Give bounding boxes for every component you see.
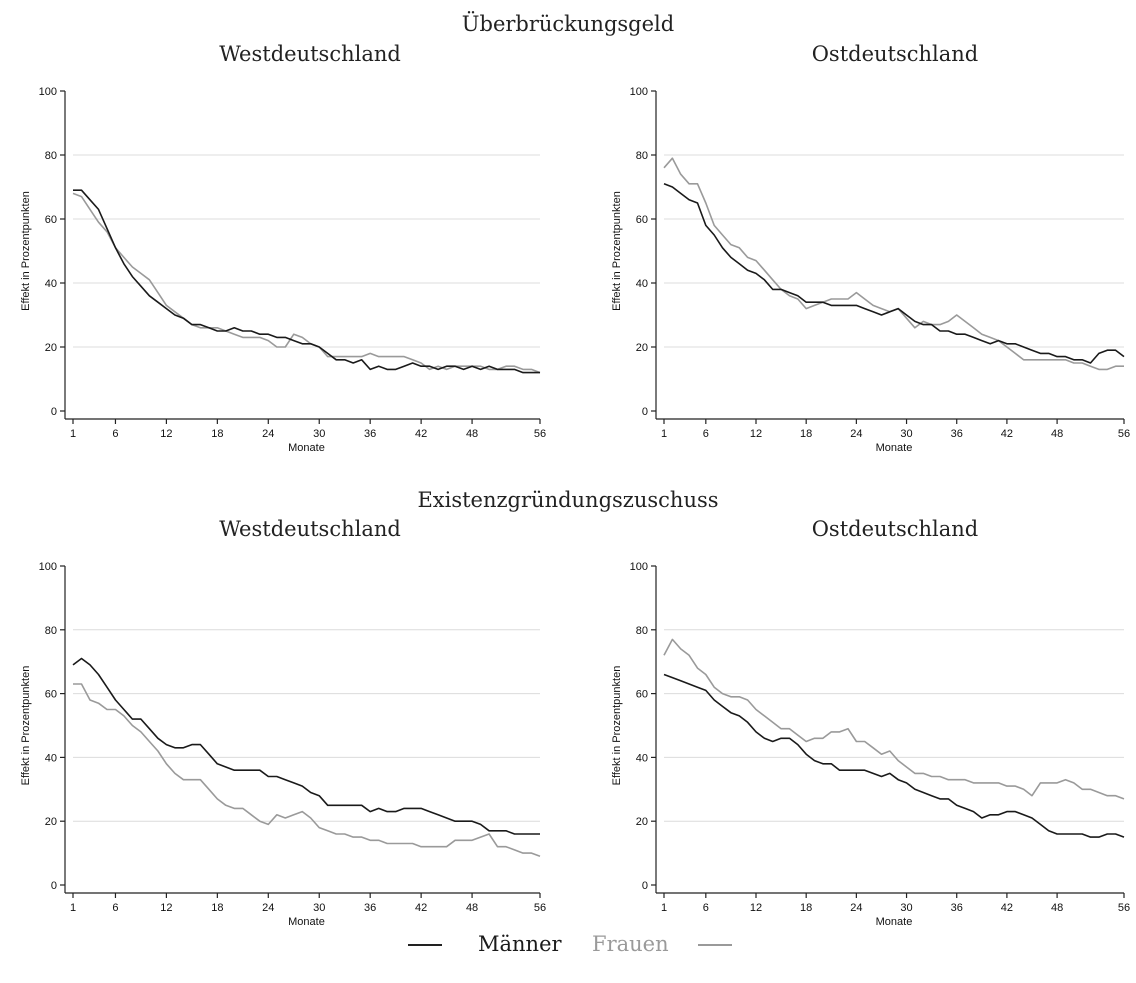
x-tick-label-6: 6: [112, 902, 118, 914]
legend-women-label: Frauen: [592, 932, 669, 956]
series-line-women-east-top: [663, 157, 1124, 371]
y-tick-label-40: 40: [636, 752, 648, 764]
section-title-ueberbrueckungsgeld: Überbrückungsgeld: [461, 12, 675, 36]
y-axis-label-west-top: Effekt in Prozentpunkten: [20, 191, 32, 311]
x-tick-label-18: 18: [211, 902, 223, 914]
x-tick-label-48: 48: [1051, 428, 1063, 440]
series-line-men-east-bottom: [663, 673, 1125, 838]
y-axis-label-east-bottom: Effekt in Prozentpunkten: [611, 666, 623, 786]
panel-title-east-bottom: Ostdeutschland: [811, 517, 979, 541]
y-tick-label-0: 0: [51, 406, 57, 418]
y-tick-label-60: 60: [636, 689, 648, 701]
y-tick-label-60: 60: [636, 214, 648, 226]
y-tick-label-80: 80: [636, 150, 648, 162]
x-tick-label-24: 24: [262, 428, 274, 440]
chart-panel-west-top: 0 20 40 60 80 100 1 6 12 18 24 30 36 42 48 56 Monate Effe…: [20, 86, 546, 454]
series-line-men-west-bottom: [72, 657, 540, 835]
y-tick-label-20: 20: [636, 816, 648, 828]
y-tick-label-40: 40: [45, 752, 57, 764]
x-tick-label-6: 6: [112, 428, 118, 440]
panel-title-west-top: Westdeutschland: [219, 42, 401, 66]
x-tick-label-18: 18: [211, 428, 223, 440]
x-axis-label-west-top: Monate: [288, 442, 325, 454]
x-tick-label-42: 42: [415, 902, 427, 914]
chart-panel-west-bottom: 0 20 40 60 80 100 1 6 12 18 24 30 36 42 48 56 Monate Effe…: [20, 561, 546, 928]
panel-title-east-top: Ostdeutschland: [811, 42, 979, 66]
y-tick-label-100: 100: [39, 86, 57, 98]
x-tick-label-48: 48: [1051, 902, 1063, 914]
x-tick-label-42: 42: [1001, 902, 1013, 914]
x-tick-label-30: 30: [900, 428, 912, 440]
x-tick-label-1: 1: [661, 902, 667, 914]
y-tick-label-20: 20: [45, 816, 57, 828]
x-tick-label-6: 6: [703, 428, 709, 440]
x-tick-label-1: 1: [70, 902, 76, 914]
legend-women-swatch: [698, 944, 732, 946]
series-line-men-west-top: [73, 189, 540, 374]
x-tick-label-12: 12: [750, 902, 762, 914]
x-tick-label-42: 42: [415, 428, 427, 440]
series-line-men-east-top: [663, 183, 1125, 364]
series-line-women-west-bottom: [73, 683, 541, 858]
y-tick-label-80: 80: [45, 625, 57, 637]
x-axis-label-east-top: Monate: [876, 442, 913, 454]
x-tick-label-18: 18: [800, 902, 812, 914]
chart-panel-east-top: 0 20 40 60 80 100 1 6 12 18 24 30 36 42 48 56 Monate Effe…: [611, 86, 1130, 454]
x-tick-label-36: 36: [364, 428, 376, 440]
x-tick-label-48: 48: [466, 902, 478, 914]
x-tick-label-56: 56: [1118, 428, 1130, 440]
y-axis-label-east-top: Effekt in Prozentpunkten: [611, 191, 623, 311]
series-line-women-east-bottom: [663, 638, 1125, 800]
x-tick-label-36: 36: [951, 428, 963, 440]
panel-title-west-bottom: Westdeutschland: [219, 517, 401, 541]
x-tick-label-56: 56: [1118, 902, 1130, 914]
x-tick-label-30: 30: [313, 428, 325, 440]
y-tick-label-60: 60: [45, 689, 57, 701]
x-axis-label-east-bottom: Monate: [876, 916, 913, 928]
x-tick-label-30: 30: [313, 902, 325, 914]
y-tick-label-20: 20: [45, 342, 57, 354]
section-title-existenzgruendungszuschuss: Existenzgründungszuschuss: [417, 488, 719, 512]
x-tick-label-12: 12: [750, 428, 762, 440]
x-tick-label-56: 56: [534, 428, 546, 440]
x-tick-label-30: 30: [900, 902, 912, 914]
x-tick-label-1: 1: [70, 428, 76, 440]
x-tick-label-36: 36: [364, 902, 376, 914]
y-tick-label-0: 0: [51, 880, 57, 892]
legend: Männer Frauen: [0, 930, 1136, 960]
y-tick-label-20: 20: [636, 342, 648, 354]
y-tick-label-100: 100: [630, 86, 648, 98]
x-tick-label-24: 24: [850, 428, 862, 440]
y-tick-label-0: 0: [642, 880, 648, 892]
x-tick-label-24: 24: [850, 902, 862, 914]
y-tick-label-0: 0: [642, 406, 648, 418]
x-axis-label-west-bottom: Monate: [288, 916, 325, 928]
y-tick-label-60: 60: [45, 214, 57, 226]
x-tick-label-42: 42: [1001, 428, 1013, 440]
chart-panel-east-bottom: 0 20 40 60 80 100 1 6 12 18 24 30 36 42 48 56 Monate Effe…: [611, 561, 1130, 928]
x-tick-label-12: 12: [160, 428, 172, 440]
x-tick-label-12: 12: [160, 902, 172, 914]
x-tick-label-6: 6: [703, 902, 709, 914]
y-tick-label-100: 100: [39, 561, 57, 573]
x-tick-label-24: 24: [262, 902, 274, 914]
x-tick-label-56: 56: [534, 902, 546, 914]
y-tick-label-80: 80: [45, 150, 57, 162]
y-tick-label-80: 80: [636, 625, 648, 637]
y-tick-label-100: 100: [630, 561, 648, 573]
x-tick-label-1: 1: [661, 428, 667, 440]
x-tick-label-48: 48: [466, 428, 478, 440]
x-tick-label-18: 18: [800, 428, 812, 440]
x-tick-label-36: 36: [951, 902, 963, 914]
y-tick-label-40: 40: [636, 278, 648, 290]
y-axis-label-west-bottom: Effekt in Prozentpunkten: [20, 666, 32, 786]
legend-men-label: Männer: [478, 932, 562, 956]
legend-men-swatch: [408, 944, 442, 946]
y-tick-label-40: 40: [45, 278, 57, 290]
series-line-women-west-top: [72, 192, 541, 374]
